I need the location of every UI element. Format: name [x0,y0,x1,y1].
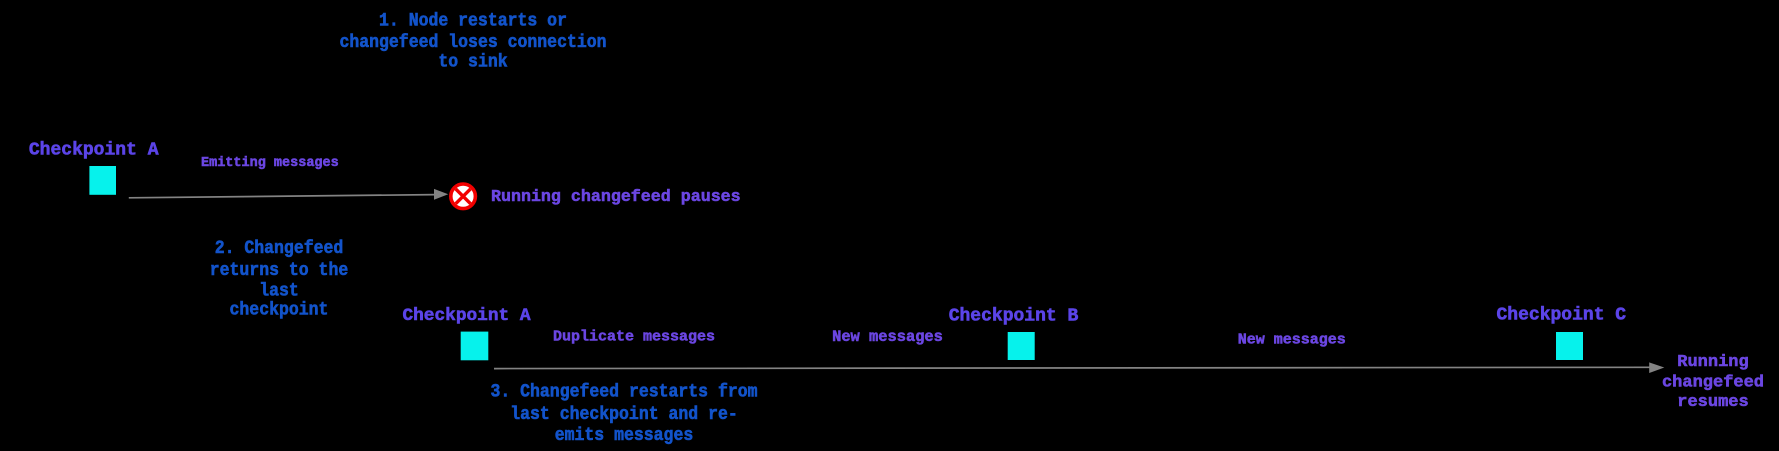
svg-text:checkpoint: checkpoint [230,300,329,321]
svg-text:Checkpoint A: Checkpoint A [29,140,159,160]
svg-text:resumes: resumes [1677,393,1748,412]
svg-text:2. Changefeed: 2. Changefeed [215,238,344,259]
svg-text:Running changefeed pauses: Running changefeed pauses [491,187,741,206]
svg-text:last: last [259,281,299,302]
svg-text:returns to the: returns to the [210,260,348,281]
svg-text:New messages: New messages [1238,332,1346,349]
svg-text:New messages: New messages [832,328,943,346]
svg-text:3. Changefeed restarts from: 3. Changefeed restarts from [490,382,757,403]
svg-text:Running: Running [1677,353,1748,372]
svg-text:changefeed loses connection: changefeed loses connection [339,32,606,53]
svg-text:Duplicate messages: Duplicate messages [553,329,715,346]
svg-text:Emitting messages: Emitting messages [201,156,339,171]
svg-text:emits messages: emits messages [555,425,693,446]
svg-text:changefeed: changefeed [1662,374,1764,393]
svg-text:last checkpoint and re-: last checkpoint and re- [510,404,738,425]
svg-text:1. Node restarts or: 1. Node restarts or [379,11,567,32]
svg-text:Checkpoint B: Checkpoint B [949,306,1079,326]
svg-text:to sink: to sink [438,52,507,73]
svg-text:Checkpoint C: Checkpoint C [1496,306,1626,326]
svg-text:Checkpoint A: Checkpoint A [402,306,530,326]
